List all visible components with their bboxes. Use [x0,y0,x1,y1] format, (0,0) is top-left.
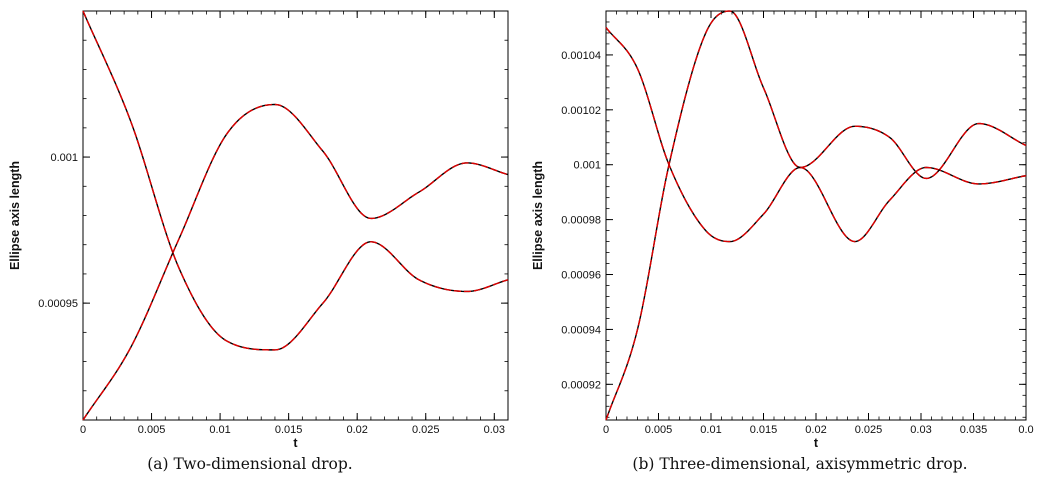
x-tick-label: 0.025 [855,424,883,436]
x-tick-label: 0.005 [645,424,673,436]
series-1-simulation-line [605,27,1027,243]
plot-frame [82,10,509,421]
x-tick-label: 0.0 [1018,424,1033,436]
chart-panel-b: 0 0.005 0.01 0.015 0.02 0.025 0.03 0.035 0.0 0.00… [531,10,1034,450]
x-tick-label: 0.02 [805,424,826,436]
series-1-simulation-line [82,10,509,351]
plot-frame [605,10,1027,421]
y-tick-label: 0.00096 [561,270,601,282]
x-tick-label: 0.03 [910,424,931,436]
x-tick-label: 0.025 [412,424,440,436]
x-tick-label: 0.03 [484,424,505,436]
x-tick-label: 0.005 [138,424,166,436]
caption-a: (a) Two-dimensional drop. [147,455,353,473]
y-tick-label: 0.00098 [561,215,601,227]
y-tick-label: 0.001 [573,160,601,172]
caption-b: (b) Three-dimensional, axisymmetric drop… [632,455,968,473]
series-2-simulation-line [605,10,1027,421]
y-tick-label: 0.00095 [38,298,78,310]
x-tick-label: 0 [603,424,609,436]
y-tick-label: 0.00094 [561,324,601,336]
x-tick-label: 0.035 [960,424,988,436]
series-2-reference-line [82,103,509,421]
y-tick-label: 0.001 [50,152,78,164]
x-tick-label: 0.01 [209,424,230,436]
y-axis-title: Ellipse axis length [8,161,22,270]
chart-panel-a: 0 0.005 0.01 0.015 0.02 0.025 0.03 0.00095 0.001… [8,10,509,450]
y-tick-label: 0.00102 [561,105,601,117]
x-tick-label: 0 [80,424,86,436]
series-1-reference-line [82,10,509,351]
y-tick-label: 0.00104 [561,50,601,62]
y-tick-label: 0.00092 [561,379,601,391]
x-tick-label: 0.01 [700,424,721,436]
x-tick-label: 0.015 [750,424,778,436]
x-tick-label: 0.02 [346,424,367,436]
y-axis-title: Ellipse axis length [531,161,545,270]
x-axis-title: t [814,436,819,450]
series-2-simulation-line [82,103,509,421]
x-tick-label: 0.015 [275,424,303,436]
x-axis-title: t [293,436,298,450]
series-2-reference-line [605,10,1027,421]
